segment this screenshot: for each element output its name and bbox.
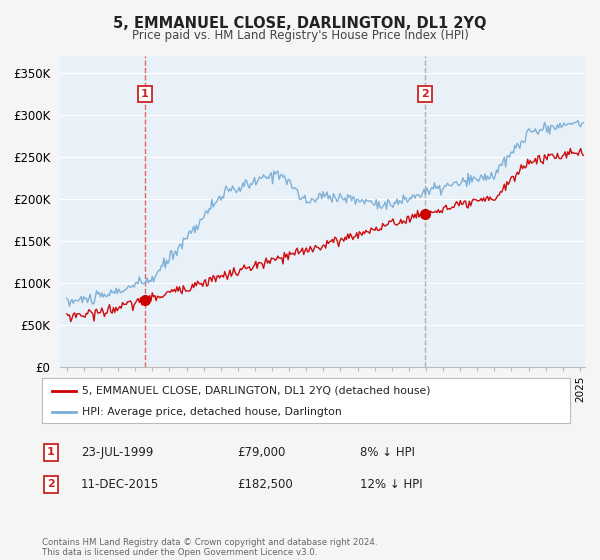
Text: 2: 2 [421, 89, 429, 99]
Text: 8% ↓ HPI: 8% ↓ HPI [360, 446, 415, 459]
Text: Contains HM Land Registry data © Crown copyright and database right 2024.
This d: Contains HM Land Registry data © Crown c… [42, 538, 377, 557]
Text: 1: 1 [141, 89, 149, 99]
Text: £182,500: £182,500 [237, 478, 293, 491]
Text: 1: 1 [47, 447, 55, 458]
Text: 23-JUL-1999: 23-JUL-1999 [81, 446, 154, 459]
Text: 12% ↓ HPI: 12% ↓ HPI [360, 478, 422, 491]
Text: 11-DEC-2015: 11-DEC-2015 [81, 478, 159, 491]
Text: HPI: Average price, detached house, Darlington: HPI: Average price, detached house, Darl… [82, 408, 341, 418]
Text: £79,000: £79,000 [237, 446, 286, 459]
Text: 5, EMMANUEL CLOSE, DARLINGTON, DL1 2YQ: 5, EMMANUEL CLOSE, DARLINGTON, DL1 2YQ [113, 16, 487, 31]
Text: 5, EMMANUEL CLOSE, DARLINGTON, DL1 2YQ (detached house): 5, EMMANUEL CLOSE, DARLINGTON, DL1 2YQ (… [82, 385, 430, 395]
Text: 2: 2 [47, 479, 55, 489]
Text: Price paid vs. HM Land Registry's House Price Index (HPI): Price paid vs. HM Land Registry's House … [131, 29, 469, 42]
